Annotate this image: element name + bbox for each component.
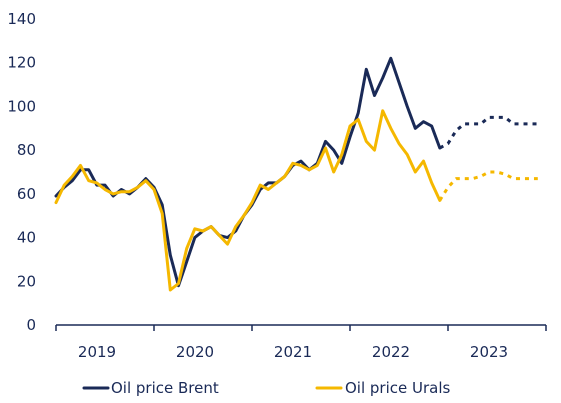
x-tick-label: 2021 (274, 343, 312, 361)
x-tick-label: 2022 (372, 343, 410, 361)
y-tick-label: 80 (17, 141, 36, 159)
series-layer (54, 56, 538, 292)
legend-label-brent: Oil price Brent (111, 379, 219, 397)
y-tick-label: 100 (7, 97, 36, 115)
x-tick-label: 2019 (78, 343, 116, 361)
x-axis: 2019 2020 2021 2022 2023 (55, 324, 547, 361)
legend-label-urals: Oil price Urals (345, 379, 451, 397)
x-tick-label: 2020 (176, 343, 214, 361)
series-line-brent-forecast (439, 115, 538, 150)
y-axis-labels: 0 20 40 60 80 100 120 140 (7, 10, 36, 334)
legend: Oil price Brent Oil price Urals (82, 379, 451, 397)
y-tick-label: 60 (17, 185, 36, 203)
y-tick-label: 0 (26, 316, 36, 334)
series-line-brent (54, 56, 442, 288)
y-tick-label: 40 (17, 229, 36, 247)
y-tick-label: 120 (7, 54, 36, 72)
y-tick-label: 20 (17, 272, 36, 290)
series-line-urals (54, 109, 442, 292)
series-line-urals-forecast (438, 170, 538, 202)
y-tick-label: 140 (7, 10, 36, 28)
x-tick-label: 2023 (470, 343, 508, 361)
